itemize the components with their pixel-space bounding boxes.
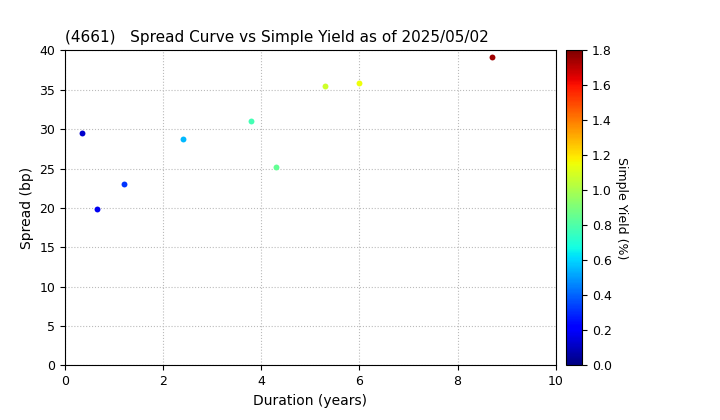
X-axis label: Duration (years): Duration (years): [253, 394, 367, 408]
Text: (4661)   Spread Curve vs Simple Yield as of 2025/05/02: (4661) Spread Curve vs Simple Yield as o…: [65, 30, 489, 45]
Point: [486, 53, 498, 60]
Point: [118, 181, 130, 188]
Point: [76, 130, 88, 136]
Point: [91, 206, 102, 213]
Point: [319, 82, 330, 89]
Point: [354, 80, 365, 87]
Y-axis label: Simple Yield (%): Simple Yield (%): [616, 157, 629, 259]
Point: [177, 136, 189, 143]
Point: [270, 163, 282, 171]
Point: [246, 118, 257, 125]
Y-axis label: Spread (bp): Spread (bp): [19, 167, 34, 249]
